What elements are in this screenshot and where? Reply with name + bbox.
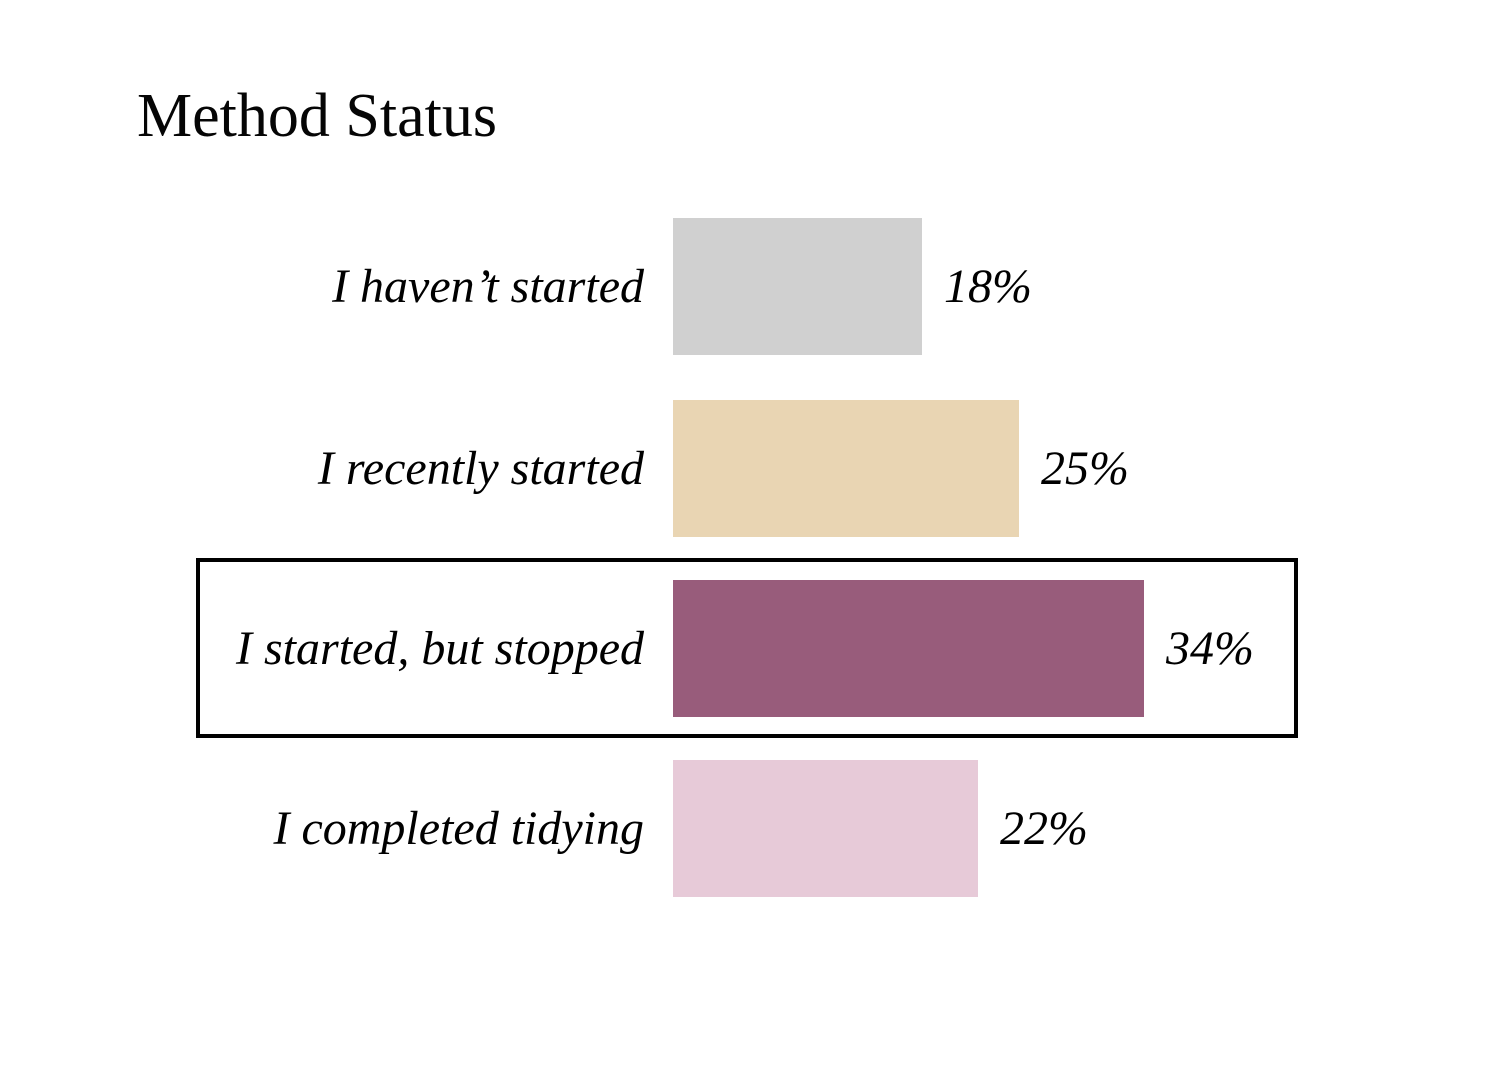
chart-row: I recently started 25% bbox=[0, 400, 1500, 537]
category-label: I completed tidying bbox=[273, 801, 644, 855]
value-label: 25% bbox=[1041, 441, 1129, 495]
highlight-box bbox=[196, 558, 1298, 738]
bar bbox=[673, 218, 922, 355]
bar bbox=[673, 760, 978, 897]
chart-row: I haven’t started 18% bbox=[0, 218, 1500, 355]
bar bbox=[673, 400, 1019, 537]
category-label: I started, but stopped bbox=[236, 621, 644, 675]
category-label: I recently started bbox=[317, 441, 644, 495]
chart-row: I completed tidying 22% bbox=[0, 760, 1500, 897]
category-label: I haven’t started bbox=[332, 259, 644, 313]
chart-title: Method Status bbox=[137, 82, 497, 150]
chart-row-highlighted: I started, but stopped 34% bbox=[0, 580, 1500, 717]
value-label: 22% bbox=[1000, 801, 1088, 855]
bar bbox=[673, 580, 1144, 717]
value-label: 18% bbox=[944, 259, 1032, 313]
value-label: 34% bbox=[1166, 621, 1254, 675]
